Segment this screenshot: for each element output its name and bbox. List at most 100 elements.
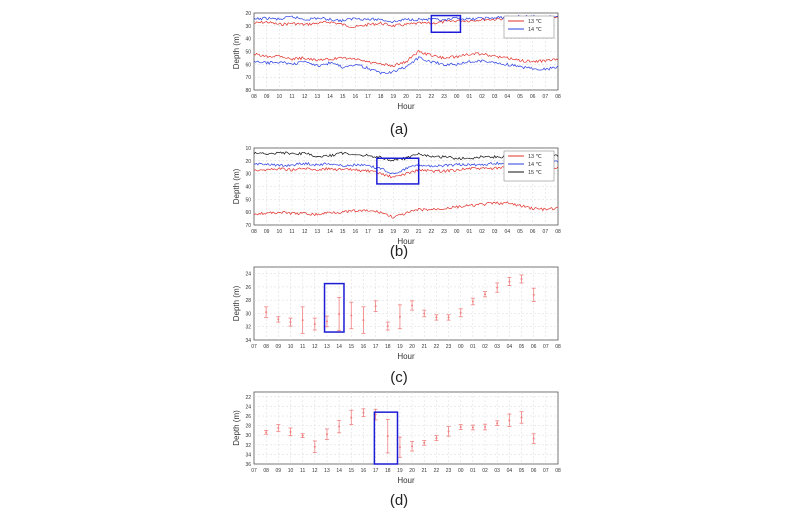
highlight-box: [373, 411, 399, 465]
data-point: [496, 286, 499, 289]
highlight-box: [376, 157, 420, 185]
x-tick-label: 03: [494, 468, 500, 474]
x-tick-label: 18: [378, 229, 384, 235]
x-tick-label: 09: [264, 229, 270, 235]
x-tick-label: 21: [421, 344, 427, 350]
x-tick-label: 07: [251, 468, 257, 474]
x-tick-label: 16: [353, 229, 359, 235]
x-tick-label: 23: [441, 94, 447, 100]
x-tick-label: 10: [277, 229, 283, 235]
data-point: [411, 445, 414, 448]
x-tick-label: 08: [555, 94, 561, 100]
x-tick-label: 20: [403, 94, 409, 100]
data-point: [459, 426, 462, 429]
y-tick-label: 50: [245, 197, 251, 203]
x-tick-label: 08: [263, 344, 269, 350]
x-tick-label: 01: [470, 344, 476, 350]
data-point: [435, 437, 438, 440]
x-tick-label: 22: [434, 468, 440, 474]
x-tick-label: 08: [555, 468, 561, 474]
data-point: [265, 431, 268, 434]
y-tick-label: 40: [245, 37, 251, 43]
data-point: [459, 311, 462, 314]
data-point: [471, 300, 474, 303]
x-tick-label: 17: [365, 94, 371, 100]
x-tick-label: 23: [441, 229, 447, 235]
x-tick-label: 18: [385, 344, 391, 350]
legend-label: 14 ℃: [528, 27, 543, 33]
x-tick-label: 18: [378, 94, 384, 100]
x-tick-label: 08: [555, 229, 561, 235]
x-axis-label: Hour: [397, 102, 415, 111]
x-tick-label: 03: [492, 94, 498, 100]
data-point: [277, 318, 280, 321]
data-point: [374, 305, 377, 308]
plot-frame-c: [253, 266, 559, 341]
data-point: [313, 323, 316, 326]
y-tick-label: 24: [245, 272, 251, 278]
x-tick-label: 19: [391, 94, 397, 100]
x-tick-label: 15: [340, 229, 346, 235]
x-tick-label: 13: [324, 344, 330, 350]
x-tick-label: 00: [454, 94, 460, 100]
x-axis-label: Hour: [397, 237, 415, 246]
y-axis-label: Depth (m): [232, 285, 241, 321]
y-tick-label: 20: [245, 11, 251, 17]
data-point: [386, 325, 389, 328]
y-tick-label: 60: [245, 62, 251, 68]
y-tick-label: 36: [245, 462, 251, 468]
x-tick-label: 11: [289, 229, 294, 235]
data-point: [398, 446, 401, 449]
data-point: [496, 422, 499, 425]
y-tick-label: 26: [245, 414, 251, 420]
x-tick-label: 20: [403, 229, 409, 235]
y-tick-label: 24: [245, 404, 251, 410]
x-tick-label: 06: [530, 94, 536, 100]
data-point: [532, 437, 535, 440]
highlight-box: [430, 14, 462, 33]
x-tick-label: 06: [531, 344, 537, 350]
x-tick-label: 19: [397, 344, 403, 350]
x-tick-label: 08: [263, 468, 269, 474]
y-tick-label: 50: [245, 50, 251, 56]
data-point: [508, 419, 511, 422]
y-tick-label: 26: [245, 285, 251, 291]
y-tick-label: 30: [245, 172, 251, 178]
y-tick-label: 10: [245, 146, 251, 152]
x-tick-label: 09: [276, 344, 282, 350]
x-tick-label: 00: [458, 344, 464, 350]
x-tick-label: 12: [302, 229, 308, 235]
y-tick-label: 70: [245, 223, 251, 229]
x-tick-label: 02: [479, 229, 485, 235]
x-tick-label: 10: [277, 94, 283, 100]
data-point: [301, 434, 304, 437]
x-tick-label: 05: [517, 94, 523, 100]
x-tick-label: 14: [336, 468, 342, 474]
x-tick-label: 22: [434, 344, 440, 350]
x-tick-label: 01: [467, 229, 473, 235]
x-tick-label: 11: [300, 468, 305, 474]
y-tick-label: 34: [245, 338, 251, 344]
data-point: [350, 314, 353, 317]
data-point: [350, 416, 353, 419]
data-point: [325, 433, 328, 436]
series-line-13: [253, 201, 559, 219]
data-point: [362, 411, 365, 414]
data-point: [423, 312, 426, 315]
x-tick-label: 15: [348, 468, 354, 474]
y-axis-label: Depth (m): [232, 410, 241, 446]
y-tick-label: 80: [245, 88, 251, 94]
x-tick-label: 22: [429, 94, 435, 100]
x-tick-label: 05: [519, 468, 525, 474]
x-tick-label: 03: [494, 344, 500, 350]
x-tick-label: 02: [479, 94, 485, 100]
x-tick-label: 17: [365, 229, 371, 235]
x-tick-label: 10: [288, 344, 294, 350]
data-point: [325, 320, 328, 323]
x-tick-label: 17: [373, 344, 379, 350]
x-tick-label: 12: [312, 344, 318, 350]
panel-label-d: (d): [389, 492, 409, 509]
x-tick-label: 12: [312, 468, 318, 474]
